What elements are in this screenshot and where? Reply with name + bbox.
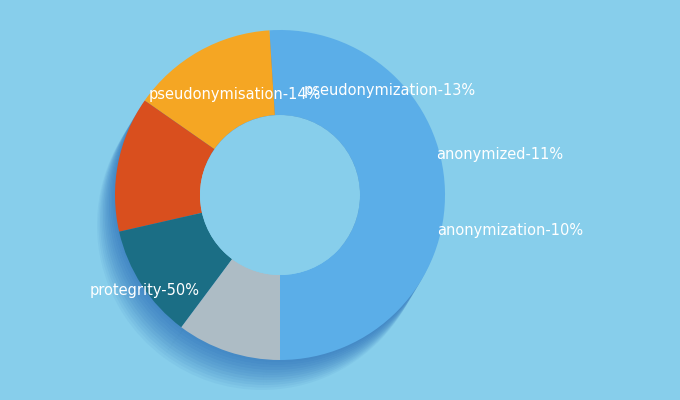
Wedge shape — [253, 58, 428, 388]
Wedge shape — [97, 131, 197, 262]
Wedge shape — [103, 121, 203, 252]
Wedge shape — [113, 223, 226, 337]
Wedge shape — [103, 240, 216, 355]
Wedge shape — [104, 238, 217, 352]
Wedge shape — [128, 58, 258, 177]
Text: anonymized-11%: anonymized-11% — [437, 148, 564, 162]
Text: pseudonymisation-14%: pseudonymisation-14% — [149, 88, 321, 102]
Wedge shape — [100, 126, 199, 257]
Wedge shape — [163, 289, 262, 390]
Wedge shape — [112, 106, 211, 237]
Text: pseudonymization-13%: pseudonymization-13% — [304, 82, 476, 98]
Wedge shape — [252, 60, 427, 390]
Wedge shape — [140, 38, 271, 157]
Wedge shape — [119, 213, 232, 327]
Wedge shape — [256, 52, 432, 382]
Wedge shape — [106, 116, 205, 247]
Text: protegrity-50%: protegrity-50% — [90, 282, 200, 298]
Wedge shape — [101, 243, 214, 357]
Wedge shape — [177, 267, 275, 368]
Wedge shape — [182, 259, 280, 360]
Wedge shape — [109, 111, 208, 242]
Wedge shape — [145, 30, 275, 149]
Wedge shape — [165, 287, 264, 388]
Wedge shape — [99, 128, 198, 259]
Wedge shape — [101, 123, 201, 254]
Wedge shape — [131, 53, 261, 172]
Wedge shape — [268, 32, 443, 362]
Wedge shape — [107, 113, 207, 244]
Wedge shape — [118, 215, 231, 330]
Wedge shape — [267, 35, 442, 365]
Wedge shape — [168, 282, 267, 382]
Circle shape — [200, 115, 360, 275]
Wedge shape — [133, 50, 263, 169]
Wedge shape — [174, 272, 273, 372]
Wedge shape — [116, 218, 229, 332]
Wedge shape — [137, 43, 267, 162]
Wedge shape — [115, 220, 228, 335]
Wedge shape — [175, 269, 274, 370]
Wedge shape — [115, 101, 214, 232]
Wedge shape — [167, 284, 265, 385]
Wedge shape — [258, 50, 433, 380]
Wedge shape — [260, 45, 436, 375]
Wedge shape — [109, 230, 222, 345]
Wedge shape — [126, 60, 257, 179]
Wedge shape — [254, 55, 430, 385]
Wedge shape — [169, 279, 268, 380]
Wedge shape — [139, 40, 269, 159]
Wedge shape — [107, 233, 220, 347]
Wedge shape — [105, 235, 219, 350]
Wedge shape — [171, 277, 269, 378]
Wedge shape — [259, 48, 435, 378]
Wedge shape — [265, 38, 441, 368]
Wedge shape — [111, 108, 210, 239]
Wedge shape — [105, 118, 204, 249]
Wedge shape — [130, 55, 260, 174]
Wedge shape — [136, 45, 266, 164]
Wedge shape — [141, 35, 272, 154]
Wedge shape — [110, 228, 223, 342]
Wedge shape — [143, 33, 273, 152]
Wedge shape — [172, 274, 271, 375]
Wedge shape — [263, 40, 439, 370]
Wedge shape — [178, 264, 277, 365]
Wedge shape — [180, 262, 279, 362]
Wedge shape — [112, 225, 224, 340]
Wedge shape — [262, 42, 437, 372]
Text: anonymization-10%: anonymization-10% — [437, 222, 583, 238]
Wedge shape — [114, 103, 213, 234]
Wedge shape — [134, 48, 265, 167]
Wedge shape — [269, 30, 445, 360]
